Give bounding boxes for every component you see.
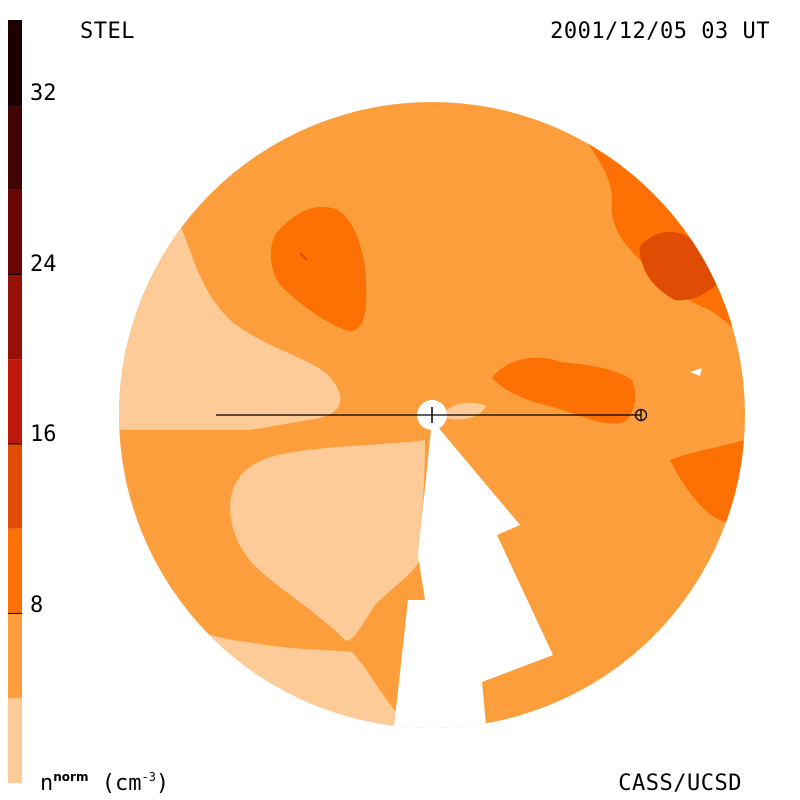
units-base: n — [40, 771, 54, 796]
colorbar-bin — [8, 20, 22, 105]
units-label: nnorm (cm-3) — [40, 770, 169, 796]
colorbar-tick-label: 16 — [30, 422, 57, 447]
colorbar-bin — [8, 359, 22, 444]
instrument-label: STEL — [80, 19, 135, 44]
colorbar-tick-label: 8 — [30, 593, 44, 618]
colorbar-tick-label: 32 — [30, 81, 57, 106]
mid-density-blob-center-right — [492, 357, 636, 424]
colorbar-bin — [8, 189, 22, 275]
density-disk — [119, 102, 745, 728]
mid-density-region-right-rim — [670, 440, 745, 525]
mid-density-blob-upper-left — [270, 206, 367, 331]
earth-marker — [634, 408, 648, 422]
low-density-region-lower — [230, 440, 425, 641]
units-superscript: norm — [53, 770, 89, 784]
colorbar-bin — [8, 104, 22, 190]
timestamp-label: 2001/12/05 03 UT — [550, 19, 770, 44]
credit-label: CASS/UCSD — [618, 771, 742, 796]
units-close: ) — [155, 771, 170, 796]
colorbar-bin — [8, 613, 22, 699]
colorbar-bin — [8, 274, 22, 360]
colorbar — [8, 20, 22, 783]
excluded-wedge — [392, 420, 553, 728]
colorbar-bin — [8, 528, 22, 614]
units-unit: (cm — [101, 771, 142, 796]
units-exponent: -3 — [141, 770, 156, 784]
colorbar-bin — [8, 443, 22, 529]
colorbar-tick-label: 24 — [30, 252, 57, 277]
colorbar-bin — [8, 698, 22, 783]
high-density-core-upper-right — [639, 231, 716, 301]
